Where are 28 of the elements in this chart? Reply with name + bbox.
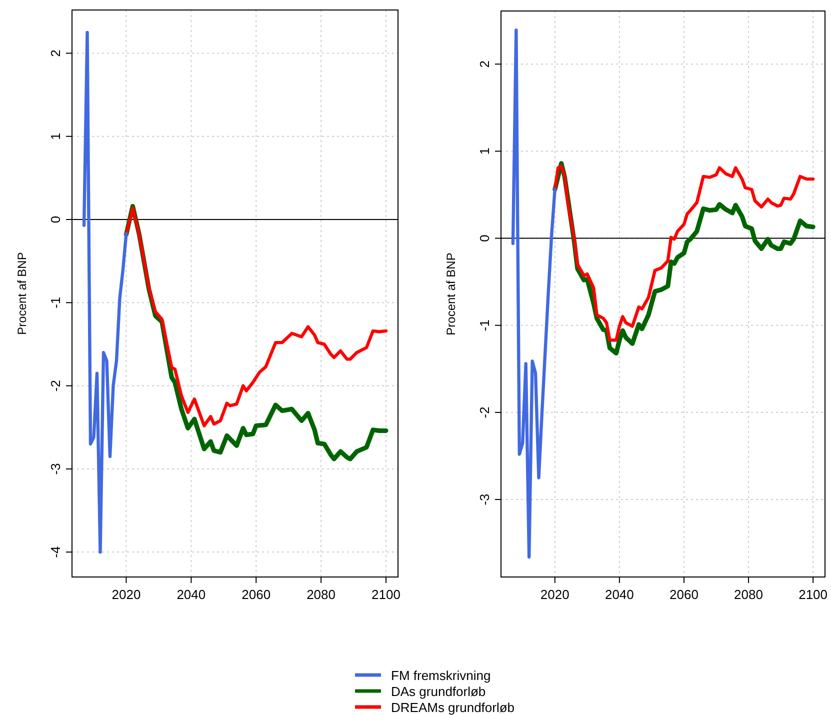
y-tick-label: -2 bbox=[48, 380, 63, 392]
x-tick-label: 2040 bbox=[176, 587, 206, 602]
x-tick-label: 2060 bbox=[242, 587, 271, 602]
y-tick-label: -3 bbox=[48, 463, 63, 475]
legend-label: DAs grundforløb bbox=[391, 684, 486, 699]
y-tick-label: -1 bbox=[48, 296, 63, 308]
y-tick-label: 1 bbox=[48, 132, 63, 140]
y-tick-label: 0 bbox=[477, 234, 492, 242]
y-tick-label: -1 bbox=[477, 320, 492, 332]
x-tick-label: 2100 bbox=[798, 587, 828, 602]
x-tick-label: 2080 bbox=[306, 587, 336, 602]
y-tick-label: 2 bbox=[48, 50, 63, 57]
y-tick-label: -3 bbox=[477, 494, 492, 506]
y-tick-label: 1 bbox=[477, 148, 492, 155]
y-tick-label: 2 bbox=[477, 60, 492, 68]
x-tick-label: 2080 bbox=[734, 587, 763, 602]
y-tick-label: -4 bbox=[48, 546, 63, 558]
x-tick-label: 2020 bbox=[112, 587, 141, 602]
y-axis-title: Procent af BNP bbox=[444, 252, 458, 336]
y-tick-label: -2 bbox=[477, 406, 492, 418]
x-tick-label: 2040 bbox=[604, 587, 634, 602]
x-tick-label: 2020 bbox=[540, 587, 570, 602]
legend-label: DREAMs grundforløb bbox=[391, 700, 515, 715]
legend-label: FM fremskrivning bbox=[391, 668, 491, 683]
x-tick-label: 2100 bbox=[372, 587, 400, 602]
y-tick-label: 0 bbox=[48, 216, 63, 224]
y-axis-title: Procent af BNP bbox=[15, 252, 29, 335]
x-tick-label: 2060 bbox=[670, 587, 698, 602]
